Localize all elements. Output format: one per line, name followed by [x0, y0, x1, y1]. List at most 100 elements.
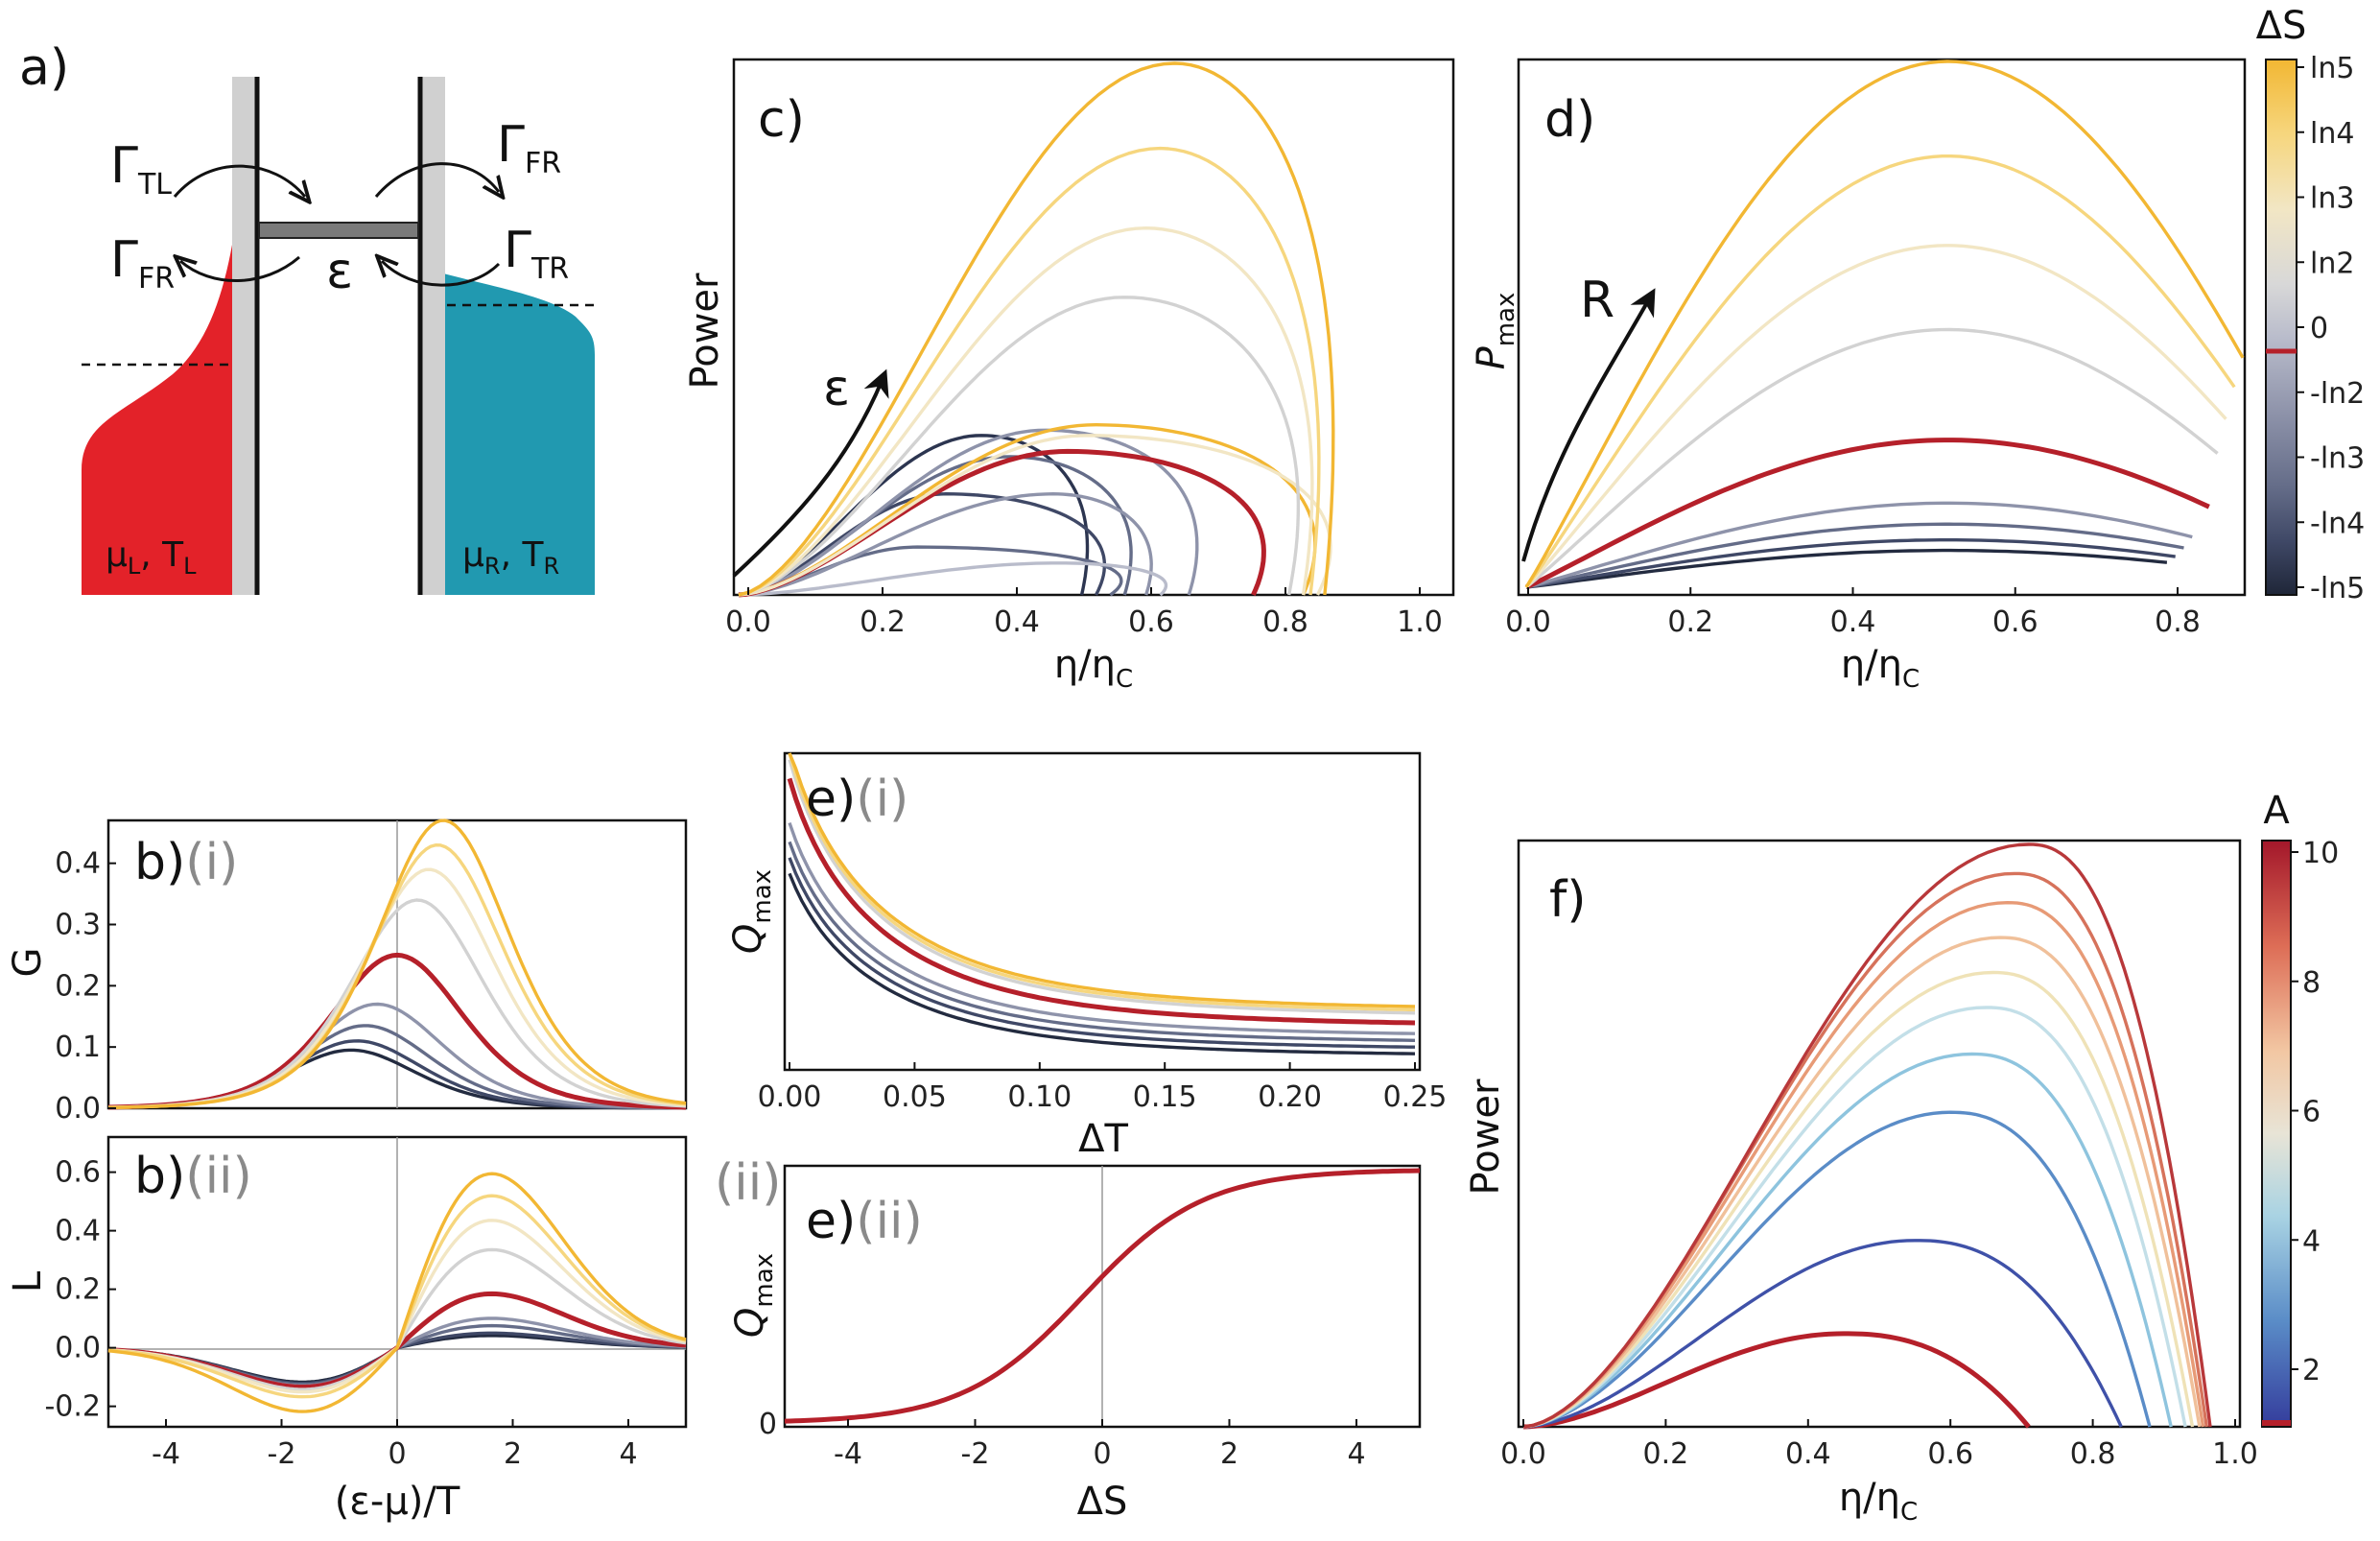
series-line	[738, 226, 1314, 597]
x-tick-label: 0.6	[1927, 1437, 1973, 1471]
x-tick-label: 0.8	[2070, 1437, 2116, 1471]
series-group-bii	[107, 1172, 687, 1413]
series-line	[1524, 59, 2245, 588]
y-tick-label: 0.4	[55, 847, 101, 881]
colorbar-ds-gradient	[2265, 59, 2298, 596]
x-tick-label: 0.15	[1133, 1080, 1197, 1114]
y-axis-label-ei: Qmax	[726, 869, 777, 954]
x-tick-label: 0.4	[1785, 1437, 1831, 1471]
dot-energy-level	[258, 222, 419, 239]
label-gamma-tr: ΓTR	[504, 222, 569, 286]
colorbar-a-label: 4	[2302, 1224, 2321, 1258]
colorbar-ds-label: -ln5	[2310, 572, 2365, 605]
x-axis-label-d: η/ηC	[1841, 643, 1920, 694]
plot-frame-d	[1517, 58, 2247, 597]
x-tick-label: 2	[504, 1437, 522, 1471]
series-line	[788, 752, 1416, 1012]
y-tick-label: 0.0	[55, 1332, 101, 1365]
series-line	[738, 492, 1153, 597]
left-lead-label: μL, TL	[106, 535, 197, 580]
colorbar-ds-label: -ln2	[2310, 377, 2365, 411]
panel-c: 0.0 0.2 0.4 0.6 0.8 1.0 c) ε η/ηC Power	[683, 58, 1455, 694]
series-line	[788, 759, 1416, 1015]
right-lead-distribution	[443, 273, 595, 595]
arrow-label-epsilon: ε	[823, 360, 850, 417]
x-tick-label: 0.2	[1643, 1437, 1689, 1471]
series-line	[787, 777, 1416, 1026]
right-barrier-gray	[422, 77, 445, 595]
colorbar-a-label: 10	[2302, 837, 2339, 870]
series-line	[1522, 1331, 2031, 1430]
x-axis-label-c: η/ηC	[1054, 643, 1133, 694]
y-tick-label: 0.1	[55, 1031, 101, 1064]
arrow-epsilon	[732, 368, 889, 578]
panel-a: a) ΓTL ΓFR ΓFR ΓTR ε μL, TL μR, TR	[19, 39, 597, 595]
x-tick-label: 0.0	[725, 605, 771, 639]
series-line	[738, 434, 1332, 597]
panel-b-i: 0.0 0.1 0.2 0.3 0.4 b)(i) G	[6, 818, 688, 1126]
series-line	[1524, 154, 2236, 589]
panel-label-a: a)	[19, 39, 69, 97]
series-line	[784, 1168, 1421, 1424]
series-line	[1524, 327, 2219, 589]
y-axis-label-eii: Qmax	[728, 1253, 779, 1338]
series-line	[1525, 501, 2193, 589]
x-tick-label: 0.6	[1128, 605, 1174, 639]
x-ticks-f: 0.0 0.2 0.4 0.6 0.8 1.0	[1500, 1419, 2258, 1471]
label-epsilon-level: ε	[326, 243, 353, 300]
panel-label-eii: e)(ii)	[806, 1193, 923, 1250]
y-axis-label-c: Power	[683, 273, 727, 389]
colorbar-ds-label: -ln4	[2310, 507, 2365, 540]
x-tick-label: 0.4	[1830, 605, 1876, 639]
colorbar-ds-label: ln2	[2310, 247, 2354, 280]
series-line	[738, 423, 1317, 597]
x-tick-label: -4	[152, 1437, 180, 1471]
series-group-d	[1524, 59, 2245, 590]
arrow-gamma-tl	[173, 164, 305, 197]
panel-label-bii: b)(ii)	[134, 1148, 252, 1205]
x-tick-label: 0.4	[994, 605, 1040, 639]
series-line	[788, 752, 1416, 1008]
x-tick-label: 0.25	[1383, 1080, 1448, 1114]
x-tick-label: 0.10	[1007, 1080, 1072, 1114]
x-tick-label: 0.2	[1667, 605, 1713, 639]
panel-label-bi: b)(i)	[134, 834, 238, 891]
series-group-c	[738, 61, 1335, 598]
right-lead-label: μR, TR	[462, 535, 559, 580]
x-tick-label: 0.0	[1500, 1437, 1546, 1471]
y-axis-label-bii: L	[6, 1270, 50, 1292]
arrow-label-r: R	[1580, 272, 1614, 329]
series-group-eii	[784, 1168, 1421, 1424]
series-line	[788, 822, 1416, 1035]
series-group-f	[1522, 842, 2212, 1430]
y-axis-label-d: Pmax	[1470, 293, 1520, 370]
y-tick-label: -0.2	[44, 1390, 101, 1424]
label-gamma-fr-left: ΓFR	[110, 231, 175, 296]
series-line	[1522, 1052, 2173, 1429]
y-ticks-bii: -0.2 0.0 0.2 0.4 0.6	[44, 1156, 116, 1424]
x-tick-label: -2	[961, 1437, 990, 1471]
series-line	[1522, 1110, 2152, 1429]
series-line	[107, 818, 687, 1109]
x-tick-label: 1.0	[1397, 605, 1443, 639]
plot-frame-ei	[783, 751, 1422, 1072]
plot-frame-c	[732, 58, 1455, 597]
colorbar-a: A 10 8 6 4 2	[2261, 789, 2339, 1428]
x-tick-label: -4	[834, 1437, 862, 1471]
colorbar-ds-label: 0	[2310, 312, 2328, 345]
left-barrier-gray	[232, 77, 255, 595]
panel-e-i: 0.00 0.05 0.10 0.15 0.20 0.25 e)(i) ΔT Qmax	[726, 751, 1448, 1161]
x-tick-label: 0.8	[2155, 605, 2201, 639]
y-ticks-bi: 0.0 0.1 0.2 0.3 0.4	[55, 847, 116, 1126]
colorbar-a-title: A	[2263, 789, 2290, 833]
x-ticks-eii: -4 -2 0 2 4	[834, 1419, 1366, 1471]
panel-b-ii: -0.20.00.20.40.6 -4 -2 0 2 4 b)(ii) (ε-μ)/T …	[6, 1135, 688, 1524]
y-tick-label: 0.2	[55, 1273, 101, 1307]
arrow-r	[1521, 288, 1656, 562]
x-tick-label: 0.05	[883, 1080, 947, 1114]
colorbar-ds-label: ln4	[2310, 117, 2354, 151]
y-tick-label: 0.3	[55, 909, 101, 942]
series-line	[107, 1172, 687, 1413]
panel-f: 0.0 0.2 0.4 0.6 0.8 1.0 f) η/ηC Power	[1464, 839, 2258, 1527]
y-tick-label: 0.4	[55, 1215, 101, 1248]
